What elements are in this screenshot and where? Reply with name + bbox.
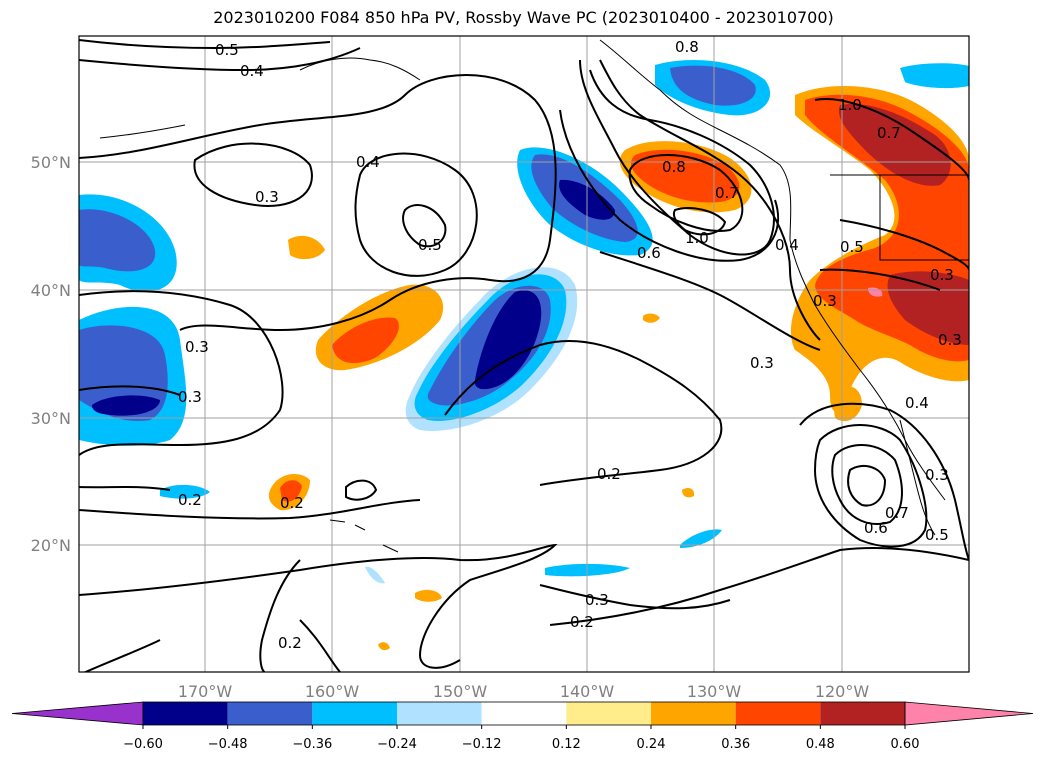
contour-label: 0.5 — [840, 238, 864, 256]
gridlines — [79, 36, 969, 672]
contour-label: 0.5 — [215, 41, 239, 59]
colorbar-tick-label: 0.12 — [552, 737, 581, 752]
contour-label: 0.2 — [280, 494, 304, 512]
lon-label: 130°W — [687, 682, 742, 701]
latitude-labels: 50°N 40°N 30°N 20°N — [31, 153, 71, 555]
contour-label: 0.7 — [715, 184, 739, 202]
colorbar-tick-label: −0.36 — [292, 737, 332, 752]
colorbar-tick-label: 0.48 — [806, 737, 835, 752]
colorbar-swatch — [11, 701, 144, 726]
lon-label: 160°W — [305, 682, 360, 701]
contour-label: 0.3 — [925, 466, 949, 484]
contour-label: 0.3 — [813, 292, 837, 310]
contour-label: 0.2 — [178, 491, 202, 509]
contour-label: 0.6 — [637, 244, 661, 262]
contour-label: 0.3 — [255, 188, 279, 206]
map-frame — [78, 35, 970, 673]
colorbar-swatch — [651, 702, 736, 725]
colorbar-outline — [142, 701, 906, 726]
colorbar-swatch — [820, 702, 905, 725]
colorbar-tick-label: 0.24 — [637, 737, 666, 752]
contour-label: 0.4 — [356, 153, 380, 171]
colorbar: −0.60 −0.48 −0.36 −0.24 −0.12 0.12 0.24 0.36 0.4… — [11, 701, 1034, 752]
contour-label: 1.0 — [685, 229, 709, 247]
colorbar-swatch — [143, 702, 228, 725]
contour-label: 0.4 — [905, 394, 929, 412]
contour-label: 0.2 — [570, 613, 594, 631]
lon-label: 170°W — [178, 682, 233, 701]
contour-label: 0.7 — [877, 124, 901, 142]
lon-label: 120°W — [815, 682, 870, 701]
pv-contours — [79, 39, 969, 672]
contour-label: 0.3 — [930, 266, 954, 284]
contour-label: 0.3 — [750, 354, 774, 372]
contour-label: 1.0 — [838, 96, 862, 114]
colorbar-swatch — [904, 701, 1034, 726]
lat-label: 50°N — [31, 153, 71, 172]
contour-label: 0.2 — [597, 465, 621, 483]
colorbar-swatch — [566, 702, 651, 725]
colorbar-tick-label: −0.48 — [208, 737, 248, 752]
colorbar-swatch — [312, 702, 397, 725]
contour-label: 0.4 — [775, 236, 799, 254]
lon-label: 150°W — [433, 682, 488, 701]
lon-label: 140°W — [560, 682, 615, 701]
colorbar-tick-label: 0.60 — [891, 737, 920, 752]
longitude-labels: 170°W 160°W 150°W 140°W 130°W 120°W — [178, 682, 870, 701]
contour-label: 0.3 — [185, 338, 209, 356]
contour-label: 0.3 — [938, 331, 962, 349]
contour-label: 0.8 — [675, 38, 699, 56]
contour-label: 0.5 — [418, 236, 442, 254]
contour-label: 0.3 — [178, 388, 202, 406]
lat-label: 20°N — [31, 536, 71, 555]
lat-label: 40°N — [31, 281, 71, 300]
colorbar-tick-label: −0.24 — [377, 737, 417, 752]
map-title: 2023010200 F084 850 hPa PV, Rossby Wave … — [213, 8, 834, 27]
contour-label: 0.7 — [885, 504, 909, 522]
colorbar-tick-label: 0.36 — [721, 737, 750, 752]
colorbar-tick-label: −0.12 — [462, 737, 502, 752]
colorbar-swatch — [397, 702, 482, 725]
colorbar-swatch — [735, 702, 821, 725]
contour-labels: 0.5 0.4 0.4 0.3 0.5 0.3 0.3 0.2 0.2 0.2 … — [178, 38, 962, 652]
coastlines — [99, 39, 969, 553]
contour-label: 0.5 — [925, 526, 949, 544]
colorbar-tick-label: −0.60 — [123, 737, 163, 752]
lat-label: 30°N — [31, 409, 71, 428]
contour-label: 0.2 — [278, 634, 302, 652]
colorbar-swatch — [227, 702, 313, 725]
contour-label: 0.3 — [585, 591, 609, 609]
colorbar-swatch — [481, 702, 567, 725]
contour-label: 0.4 — [240, 62, 264, 80]
contour-label: 0.8 — [662, 158, 686, 176]
contour-label: 0.6 — [864, 519, 888, 537]
